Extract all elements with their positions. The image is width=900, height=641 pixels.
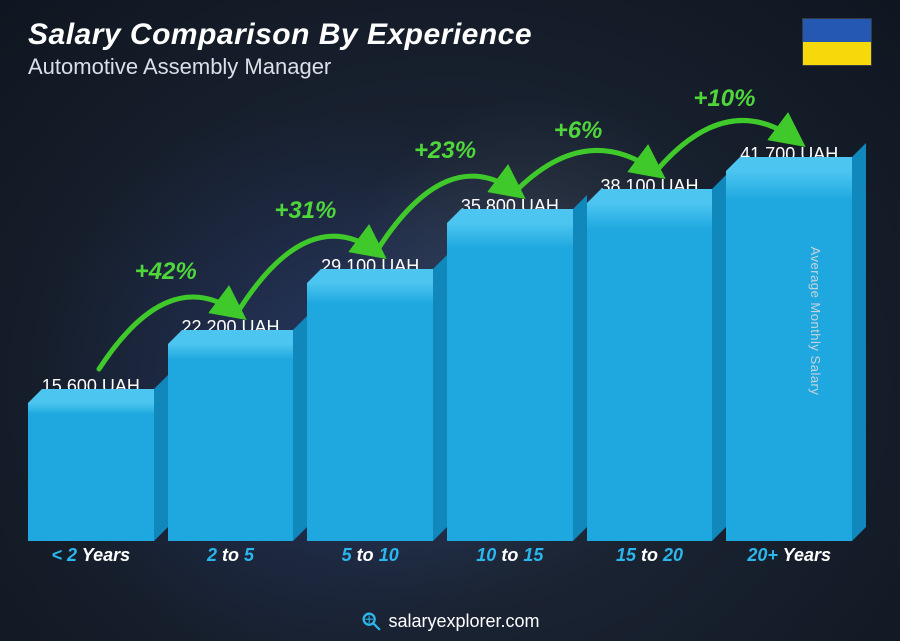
magnifier-icon xyxy=(360,610,382,632)
percent-increase-label: +23% xyxy=(414,137,476,165)
y-axis-label: Average Monthly Salary xyxy=(808,246,823,395)
page-title: Salary Comparison By Experience xyxy=(28,18,532,52)
bar-5: 41,700 UAH xyxy=(726,144,852,541)
bar-1: 22,200 UAH xyxy=(168,317,294,541)
bar-2: 29,100 UAH xyxy=(307,256,433,541)
percent-increase-label: +6% xyxy=(554,117,603,145)
flag-top-stripe xyxy=(803,19,871,42)
x-axis-label: < 2 Years xyxy=(28,545,154,581)
site-name: salaryexplorer.com xyxy=(388,611,539,632)
x-axis: < 2 Years 2 to 5 5 to 10 10 to 15 15 to 20 20… xyxy=(28,545,852,581)
x-axis-label: 15 to 20 xyxy=(587,545,713,581)
x-axis-label: 2 to 5 xyxy=(168,545,294,581)
bar-shape xyxy=(307,283,433,541)
title-block: Salary Comparison By Experience Automoti… xyxy=(28,18,532,80)
page-subtitle: Automotive Assembly Manager xyxy=(28,54,532,80)
salary-bar-chart: 15,600 UAH22,200 UAH29,100 UAH35,800 UAH… xyxy=(28,101,852,581)
x-axis-label: 10 to 15 xyxy=(447,545,573,581)
bar-shape xyxy=(168,344,294,541)
percent-increase-label: +31% xyxy=(274,197,336,225)
footer: salaryexplorer.com xyxy=(0,601,900,641)
percent-increase-label: +42% xyxy=(135,258,197,286)
percent-increase-label: +10% xyxy=(693,85,755,113)
x-axis-label: 5 to 10 xyxy=(307,545,433,581)
bar-shape xyxy=(587,203,713,541)
header: Salary Comparison By Experience Automoti… xyxy=(28,18,872,80)
x-axis-label: 20+ Years xyxy=(726,545,852,581)
bar-4: 38,100 UAH xyxy=(587,176,713,541)
flag-bottom-stripe xyxy=(803,42,871,65)
bar-shape xyxy=(28,403,154,541)
bar-shape xyxy=(447,223,573,541)
ukraine-flag-icon xyxy=(802,18,872,66)
bar-shape xyxy=(726,171,852,541)
site-logo: salaryexplorer.com xyxy=(360,610,539,632)
bar-3: 35,800 UAH xyxy=(447,196,573,541)
bars-container: 15,600 UAH22,200 UAH29,100 UAH35,800 UAH… xyxy=(28,101,852,541)
bar-0: 15,600 UAH xyxy=(28,376,154,541)
